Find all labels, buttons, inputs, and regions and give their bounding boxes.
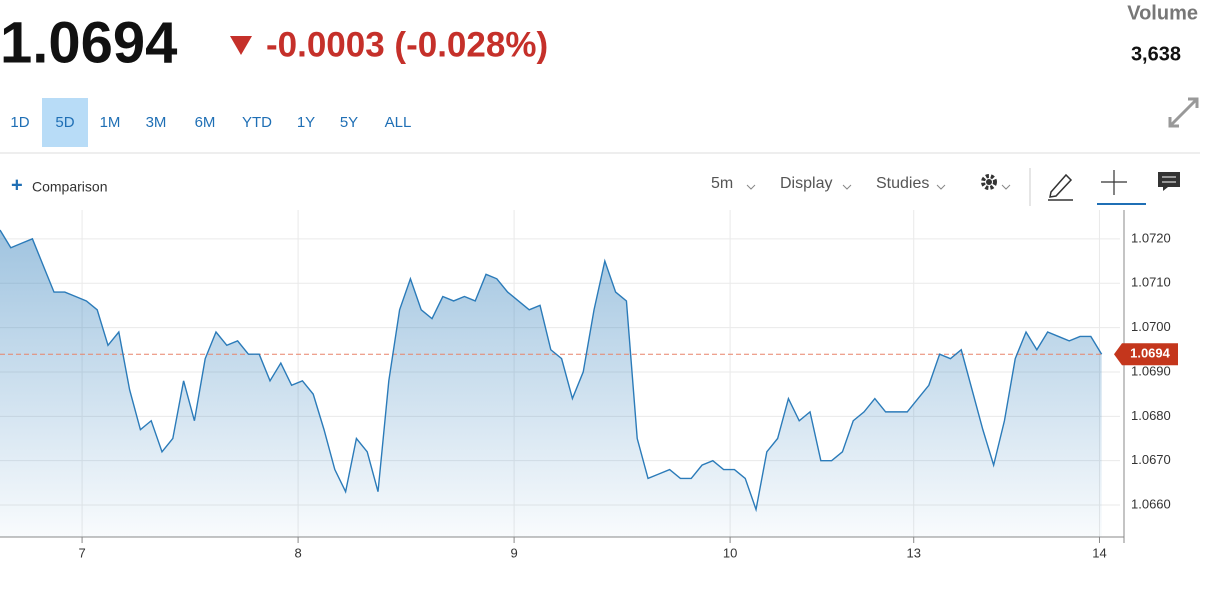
- y-tick-label: 1.0720: [1131, 230, 1171, 245]
- range-tab[interactable]: 1M: [100, 114, 121, 131]
- y-tick-label: 1.0710: [1131, 275, 1171, 290]
- area: [0, 229, 1102, 538]
- volume-label: Volume: [1127, 2, 1198, 24]
- range-tab[interactable]: 3M: [146, 114, 167, 131]
- plus-icon[interactable]: +: [11, 174, 23, 196]
- display-button[interactable]: Display: [780, 175, 832, 192]
- y-tick-label: 1.0700: [1131, 319, 1171, 334]
- down-arrow: [230, 36, 252, 55]
- range-tab[interactable]: 1D: [10, 114, 29, 131]
- x-tick-label: 14: [1092, 545, 1106, 560]
- range-tab[interactable]: 6M: [195, 114, 216, 131]
- y-tick-label: 1.0660: [1131, 496, 1171, 511]
- range-tab[interactable]: ALL: [385, 114, 412, 131]
- interval-button[interactable]: 5m: [711, 175, 733, 192]
- selected-tab-bg: [42, 98, 88, 147]
- range-tab[interactable]: 5D: [55, 114, 74, 131]
- comparison-button[interactable]: Comparison: [32, 179, 107, 195]
- y-tick-label: 1.0680: [1131, 408, 1171, 423]
- last-price-label: 1.0694: [1130, 346, 1171, 361]
- comment-lines: [1162, 176, 1176, 183]
- range-tabs: 1D 5D 1M 3M 6M YTD 1Y 5Y ALL: [10, 98, 411, 147]
- chevrons: [746, 184, 1011, 190]
- x-tick-label: 7: [78, 545, 85, 560]
- y-tick-label: 1.0670: [1131, 452, 1171, 467]
- range-tab[interactable]: YTD: [242, 114, 272, 131]
- studies-button[interactable]: Studies: [876, 175, 929, 192]
- price-change: -0.0003 (-0.028%): [266, 25, 548, 64]
- x-tick-label: 9: [510, 545, 517, 560]
- expand-icon[interactable]: [1168, 97, 1199, 128]
- last-price-tag: [1114, 343, 1178, 366]
- volume-value: 3,638: [1131, 43, 1181, 65]
- price-line: [0, 229, 1103, 513]
- price: 1.0694: [0, 10, 177, 75]
- y-tick-label: 1.0690: [1131, 363, 1171, 378]
- draw-icon[interactable]: [1048, 173, 1073, 201]
- crosshair-icon[interactable]: [1101, 170, 1127, 195]
- x-tick-label: 8: [294, 545, 301, 560]
- range-tab[interactable]: 5Y: [340, 114, 358, 131]
- x-tick-label: 10: [723, 545, 737, 560]
- range-tab[interactable]: 1Y: [297, 114, 315, 131]
- x-tick-label: 13: [906, 545, 920, 560]
- chart: 1.0660 1.0670 1.0680 1.0690 1.0700 1.0710 1.07…: [0, 210, 1178, 560]
- settings-icon[interactable]: [981, 174, 997, 190]
